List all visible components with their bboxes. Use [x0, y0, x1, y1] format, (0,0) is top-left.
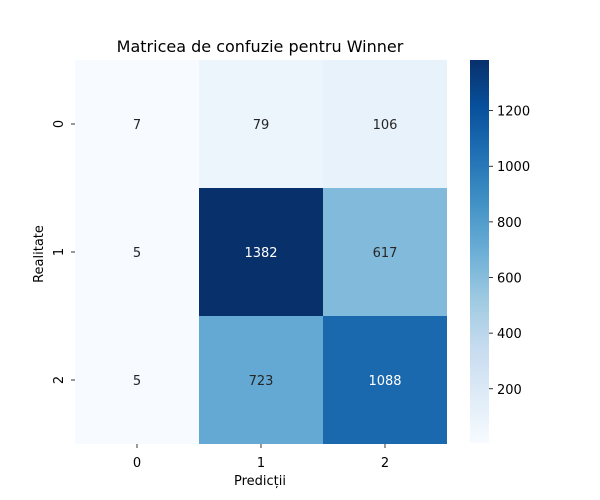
x-tick-label: 1: [257, 456, 265, 471]
heatmap-cell: [323, 60, 447, 188]
y-axis-ticks: 0 1 2: [52, 120, 75, 384]
heatmap-cell: [323, 188, 447, 316]
colorbar-gradient: [470, 60, 489, 443]
heatmap-cell-labels: 7 79 106 5 1382 617 5 723 1088: [133, 118, 402, 389]
heatmap-cell-value: 79: [253, 118, 270, 133]
colorbar-tick-label: 800: [497, 216, 522, 231]
colorbar-tick-label: 600: [497, 272, 522, 287]
colorbar-ticks: 200 400 600 800 1000 1200: [489, 105, 530, 398]
y-tick-label: 1: [52, 248, 67, 256]
colorbar-tick-label: 200: [497, 383, 522, 398]
colorbar: 200 400 600 800 1000 1200: [470, 60, 530, 443]
y-tick-label: 2: [52, 376, 67, 384]
chart-title: Matricea de confuzie pentru Winner: [117, 37, 404, 56]
y-axis-label: Realitate: [32, 225, 47, 283]
heatmap-cell-value: 5: [133, 374, 141, 389]
x-tick-label: 2: [381, 456, 389, 471]
x-tick-label: 0: [133, 456, 141, 471]
x-axis-label: Predicții: [234, 474, 286, 489]
heatmap-cell-value: 5: [133, 246, 141, 261]
heatmap-cell-value: 106: [373, 118, 398, 133]
y-tick-label: 0: [52, 120, 67, 128]
heatmap-cell: [199, 60, 323, 188]
heatmap-cell: [323, 316, 447, 444]
colorbar-tick-label: 1200: [497, 105, 530, 120]
heatmap-cell-value: 617: [373, 246, 398, 261]
colorbar-tick-label: 1000: [497, 160, 530, 175]
heatmap-cell-value: 723: [249, 374, 274, 389]
heatmap-cells: [75, 60, 447, 444]
heatmap-cell: [199, 188, 323, 316]
heatmap-cell: [75, 188, 199, 316]
heatmap-cell-value: 7: [133, 118, 141, 133]
x-axis-ticks: 0 1 2: [133, 444, 389, 471]
heatmap-cell: [75, 60, 199, 188]
colorbar-tick-label: 400: [497, 327, 522, 342]
heatmap-cell: [199, 316, 323, 444]
heatmap-cell: [75, 316, 199, 444]
heatmap-cell-value: 1088: [368, 374, 401, 389]
heatmap-cell-value: 1382: [244, 246, 277, 261]
